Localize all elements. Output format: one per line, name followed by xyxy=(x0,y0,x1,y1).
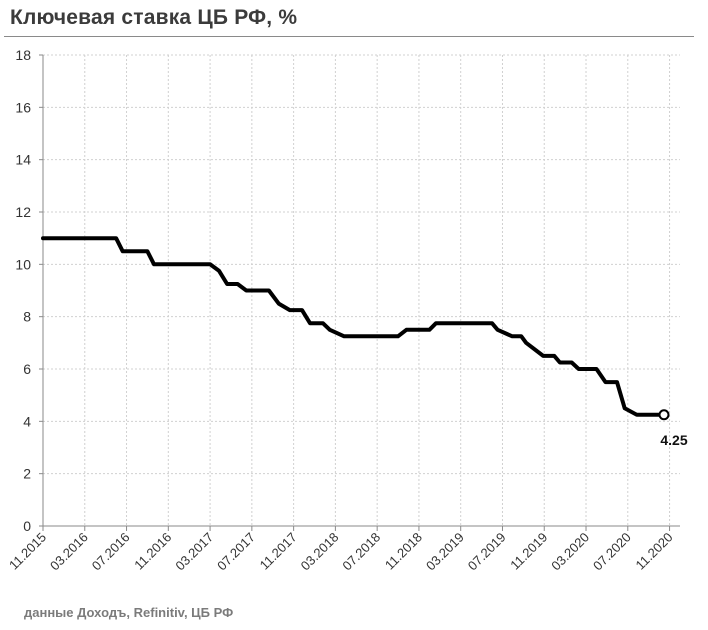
x-tick-label: 03.2018 xyxy=(298,530,342,574)
end-point-marker xyxy=(658,409,670,421)
series-layer xyxy=(41,236,670,421)
x-tick-label: 03.2020 xyxy=(548,530,592,574)
x-tick-label: 11.2020 xyxy=(633,530,676,573)
x-tick-label: 11.2017 xyxy=(257,530,300,573)
y-tick-label: 4 xyxy=(23,413,31,429)
x-tick-label: 11.2018 xyxy=(382,530,425,573)
y-tick-label: 6 xyxy=(23,361,31,377)
end-value-label: 4.25 xyxy=(660,432,687,448)
grid-lines xyxy=(43,54,680,526)
x-tick-label: 11.2019 xyxy=(507,530,550,573)
y-tick-label: 8 xyxy=(23,309,31,325)
y-tick-label: 14 xyxy=(15,152,31,168)
x-tick-label: 07.2016 xyxy=(89,530,133,574)
x-tick-label: 11.2015 xyxy=(6,530,49,573)
x-tick-label: 07.2019 xyxy=(465,530,509,574)
x-axis-tick-labels: 11.201503.201607.201611.201603.201707.20… xyxy=(6,530,676,574)
axes xyxy=(39,54,680,531)
x-tick-label: 11.2016 xyxy=(131,530,174,573)
y-tick-label: 0 xyxy=(23,518,31,534)
series-line xyxy=(41,236,666,417)
x-tick-label: 07.2020 xyxy=(590,530,634,574)
x-tick-label: 03.2017 xyxy=(172,530,216,574)
x-tick-label: 07.2018 xyxy=(339,530,383,574)
y-tick-label: 10 xyxy=(15,256,31,272)
y-tick-label: 16 xyxy=(15,99,31,115)
x-tick-label: 03.2016 xyxy=(47,530,91,574)
chart-title: Ключевая ставка ЦБ РФ, % xyxy=(10,6,298,29)
source-note: данные Доходъ, Refinitiv, ЦБ РФ xyxy=(24,605,234,620)
y-tick-label: 2 xyxy=(23,466,31,482)
title-divider xyxy=(4,36,694,37)
y-axis-tick-labels: 0 2 4 6 8 10 12 14 16 18 xyxy=(15,47,31,534)
x-tick-label: 07.2017 xyxy=(214,530,258,574)
data-labels: 4.25 xyxy=(660,432,687,448)
y-tick-label: 18 xyxy=(15,47,31,63)
x-tick-label: 03.2019 xyxy=(423,530,467,574)
y-tick-label: 12 xyxy=(15,204,31,220)
